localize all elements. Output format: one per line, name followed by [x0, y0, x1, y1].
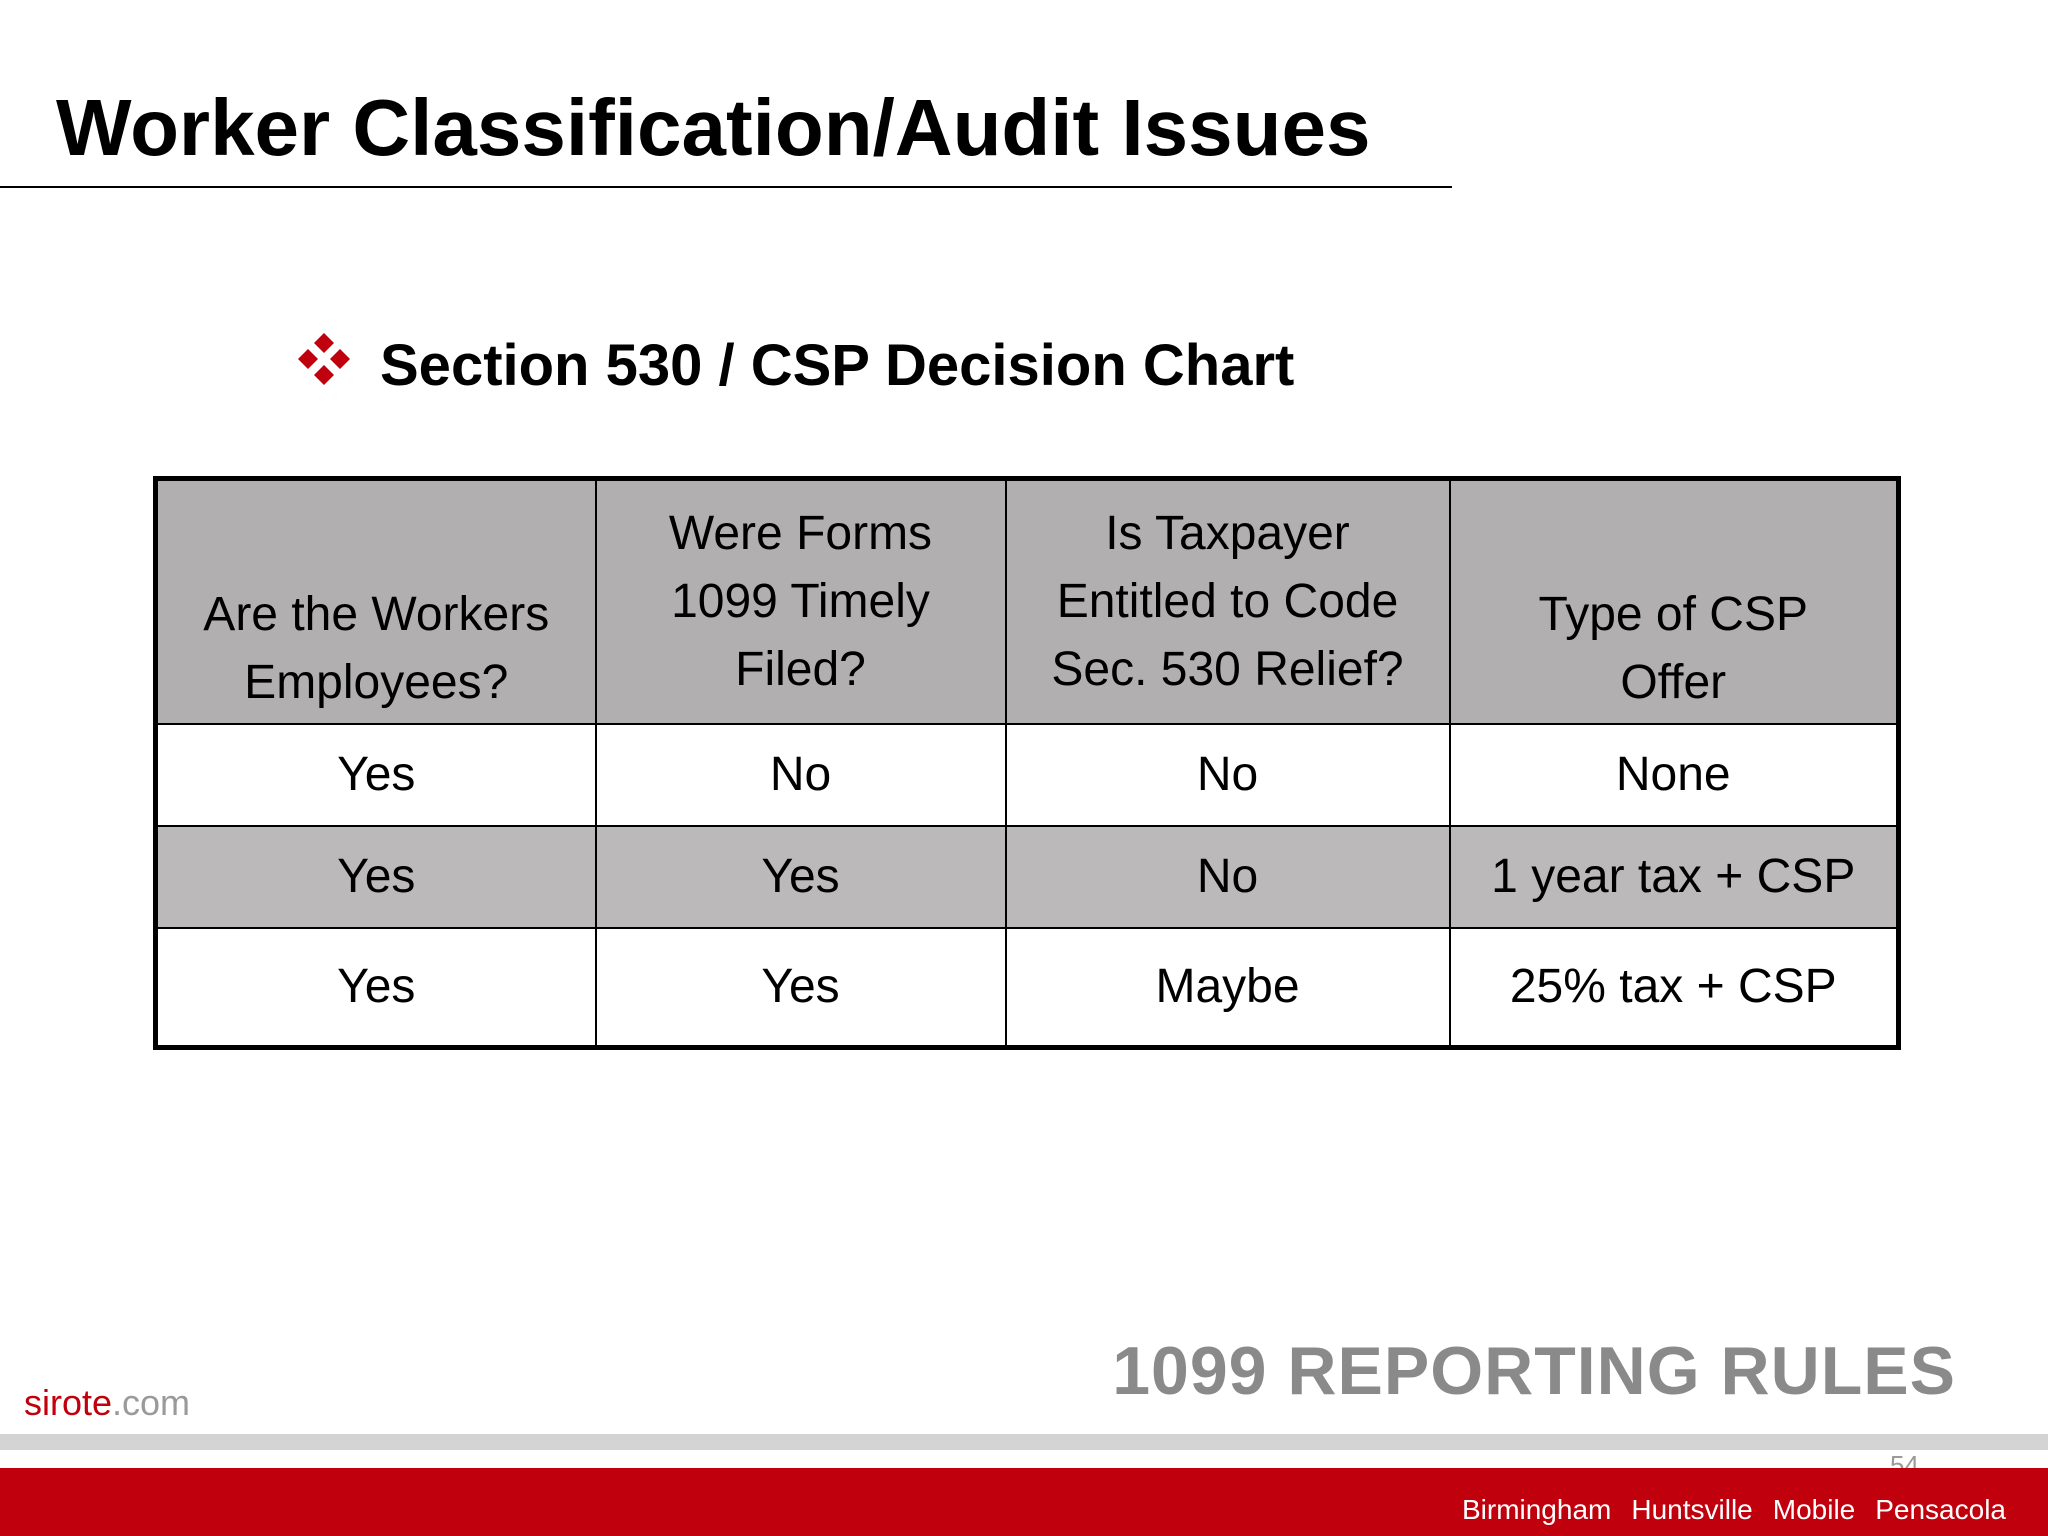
table-header-row: Are the Workers Employees? Were Forms 10…: [154, 477, 1900, 725]
table-cell: 25% tax + CSP: [1448, 927, 1900, 1049]
header-section-530-relief: Is Taxpayer Entitled to Code Sec. 530 Re…: [1004, 477, 1451, 725]
table-row: Yes No No None: [154, 723, 1900, 827]
table-cell: No: [1004, 723, 1451, 827]
header-workers-employees: Are the Workers Employees?: [154, 477, 597, 725]
table-cell: No: [1004, 825, 1451, 929]
table-cell: Maybe: [1004, 927, 1451, 1049]
footer-heading: 1099 REPORTING RULES: [1112, 1333, 1956, 1409]
subtitle-row: Section 530 / CSP Decision Chart: [296, 330, 1294, 400]
sirote-logo: sirote.com: [24, 1382, 190, 1424]
four-diamond-bullet-icon: [298, 333, 350, 385]
office-huntsville: Huntsville: [1631, 1494, 1753, 1525]
title-divider: [0, 186, 1452, 188]
table-cell: Yes: [154, 927, 597, 1049]
logo-brand: sirote: [24, 1382, 113, 1423]
slide-title: Worker Classification/Audit Issues: [56, 83, 1371, 172]
footer-grey-band: [0, 1434, 2048, 1450]
header-csp-offer-type: Type of CSP Offer: [1448, 477, 1900, 725]
table-cell: Yes: [154, 723, 597, 827]
table-cell: 1 year tax + CSP: [1448, 825, 1900, 929]
office-list: Birmingham Huntsville Mobile Pensacola: [1462, 1494, 2006, 1526]
table-cell: Yes: [594, 927, 1007, 1049]
table-row: Yes Yes Maybe 25% tax + CSP: [154, 927, 1900, 1049]
table-cell: None: [1448, 723, 1900, 827]
table-cell: Yes: [154, 825, 597, 929]
table-row: Yes Yes No 1 year tax + CSP: [154, 825, 1900, 929]
office-mobile: Mobile: [1772, 1494, 1856, 1525]
section-subtitle: Section 530 / CSP Decision Chart: [380, 332, 1295, 398]
office-birmingham: Birmingham: [1461, 1494, 1612, 1525]
footer-red-bar: [0, 1468, 2048, 1536]
office-pensacola: Pensacola: [1875, 1494, 2006, 1525]
logo-tld: .com: [112, 1382, 191, 1423]
table-cell: No: [594, 723, 1007, 827]
header-forms-1099-filed: Were Forms 1099 Timely Filed?: [594, 477, 1007, 725]
table-cell: Yes: [594, 825, 1007, 929]
decision-chart-table: Are the Workers Employees? Were Forms 10…: [153, 476, 1901, 1050]
